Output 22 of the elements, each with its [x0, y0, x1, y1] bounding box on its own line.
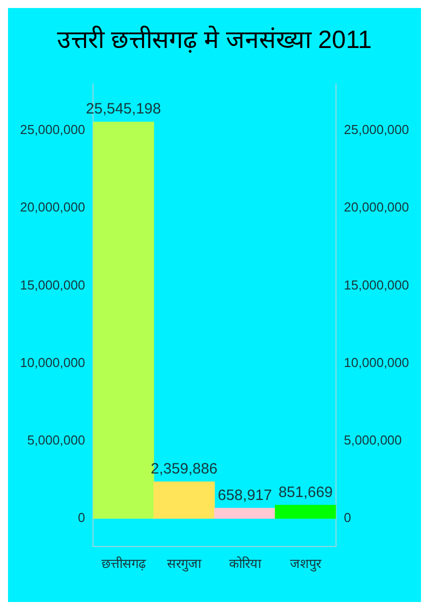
bar [274, 504, 336, 519]
chart-title: उत्तरी छत्तीसगढ़ मे जनसंख्या 2011 [57, 24, 372, 54]
y2-tick-label: 15,000,000 [344, 277, 410, 292]
y-tick-label: 20,000,000 [20, 200, 86, 215]
y2-tick-label: 0 [344, 510, 352, 526]
y2-tick-label: 10,000,000 [344, 354, 410, 370]
y-tick-label: 15,000,000 [20, 277, 86, 292]
bar [214, 508, 276, 519]
y2-tick-label: 20,000,000 [344, 200, 410, 215]
x-tick-label: छत्तीसगढ़ [101, 556, 146, 571]
data-label: 658,917 [218, 486, 272, 504]
y2-tick-label: 25,000,000 [344, 122, 410, 138]
y-tick-label: 25,000,000 [20, 122, 86, 138]
x-tick-label: सरगुजा [167, 556, 202, 572]
y-tick-label: 0 [78, 510, 86, 526]
y-tick-label: 10,000,000 [20, 354, 86, 370]
bar [153, 482, 215, 519]
data-label: 851,669 [278, 484, 333, 501]
y2-tick-label: 5,000,000 [344, 432, 402, 448]
x-tick-label: कोरिया [228, 556, 262, 571]
y-tick-label: 5,000,000 [27, 432, 86, 448]
x-tick-label: जशपुर [290, 556, 322, 572]
